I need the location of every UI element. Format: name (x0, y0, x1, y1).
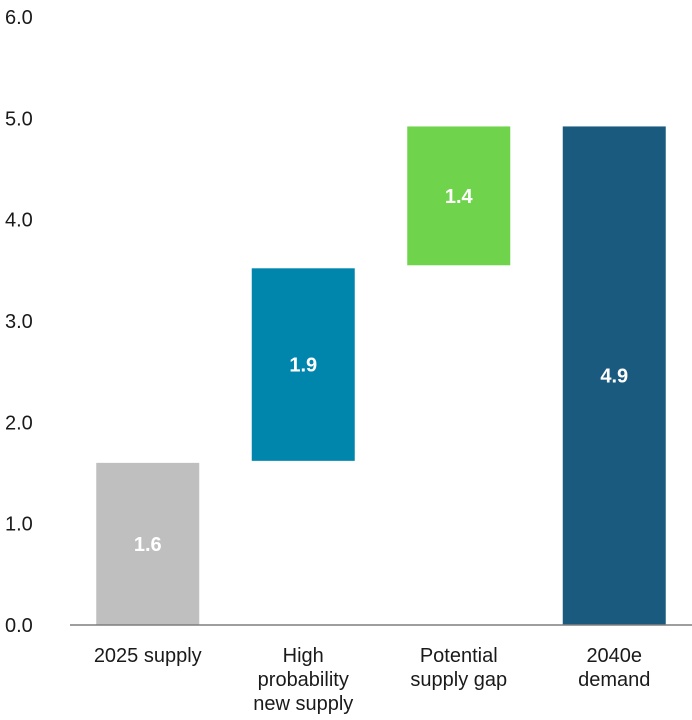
bar-value-label: 1.9 (289, 355, 317, 377)
x-category-label: 2040e demand (578, 645, 650, 691)
y-tick-label: 6.0 (5, 7, 33, 29)
y-tick-label: 4.0 (5, 210, 33, 232)
x-category-label: Potential supply gap (410, 645, 507, 691)
x-category-label: High probability new supply (253, 645, 353, 715)
y-tick-label: 1.0 (5, 514, 33, 536)
bars (96, 126, 666, 625)
y-tick-label: 5.0 (5, 108, 33, 130)
x-axis-category-labels: 2025 supply High probability new supply Pote… (94, 645, 651, 715)
bar-value-label: 4.9 (600, 366, 628, 388)
data-labels: 1.6 1.9 1.4 4.9 (134, 186, 628, 556)
y-tick-label: 0.0 (5, 615, 33, 637)
y-tick-label: 2.0 (5, 412, 33, 434)
y-axis-tick-labels: 0.0 1.0 2.0 3.0 4.0 5.0 6.0 (5, 7, 33, 637)
bar-value-label: 1.6 (134, 534, 162, 556)
bar (562, 126, 666, 625)
bar (96, 462, 200, 625)
x-category-label: 2025 supply (94, 645, 202, 667)
bar-value-label: 1.4 (445, 186, 474, 208)
bar (407, 126, 511, 266)
bar (251, 268, 355, 461)
y-tick-label: 3.0 (5, 311, 33, 333)
